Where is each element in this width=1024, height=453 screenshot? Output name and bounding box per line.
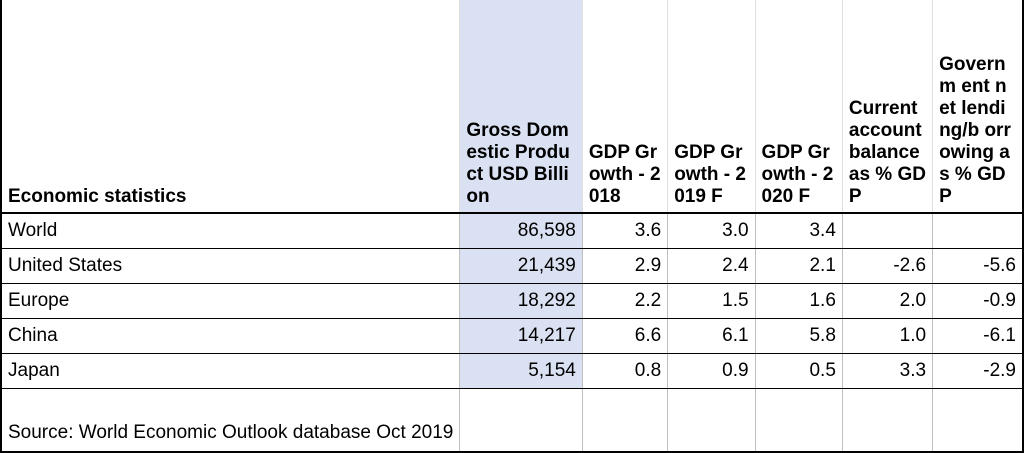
cell-growth-2018[interactable]: 0.8 [581, 353, 668, 389]
cell-country[interactable]: Japan [0, 353, 460, 389]
cell-gdp[interactable]: 18,292 [459, 283, 583, 319]
cell-gdp[interactable]: 14,217 [459, 318, 583, 354]
source-note[interactable]: Source: World Economic Outlook database … [0, 415, 460, 453]
cell-country[interactable]: China [0, 318, 460, 354]
header-gdp-growth-2018[interactable]: GDP Growth - 2018 [581, 0, 668, 214]
cell-growth-2019[interactable]: 6.1 [667, 318, 756, 354]
header-government-net-lending[interactable]: Governm ent net lending/b orrowing as % … [932, 0, 1024, 214]
cell-current-account[interactable]: 2.0 [841, 283, 933, 319]
table-row: Japan 5,154 0.8 0.9 0.5 3.3 -2.9 [0, 353, 1024, 389]
header-row: Economic statistics Gross Domestic Produ… [0, 0, 1024, 214]
cell-growth-2018[interactable]: 2.2 [581, 283, 668, 319]
cell-current-account[interactable] [841, 213, 933, 249]
cell-growth-2018[interactable]: 3.6 [581, 213, 668, 249]
cell-growth-2018[interactable]: 2.9 [581, 248, 668, 284]
cell-current-account[interactable]: 1.0 [841, 318, 933, 354]
empty-cell[interactable] [667, 388, 756, 415]
cell-growth-2020[interactable]: 5.8 [754, 318, 843, 354]
header-current-account-balance[interactable]: Current account balance as % GDP [841, 0, 933, 214]
empty-cell[interactable] [0, 388, 460, 415]
empty-cell[interactable] [459, 388, 583, 415]
cell-growth-2018[interactable]: 6.6 [581, 318, 668, 354]
cell-net-lending[interactable]: -6.1 [932, 318, 1024, 354]
header-economic-statistics[interactable]: Economic statistics [0, 0, 460, 214]
cell-gdp[interactable]: 5,154 [459, 353, 583, 389]
source-row: Source: World Economic Outlook database … [0, 415, 1024, 453]
cell-growth-2020[interactable]: 2.1 [754, 248, 843, 284]
empty-cell[interactable] [667, 415, 756, 453]
cell-net-lending[interactable]: -0.9 [932, 283, 1024, 319]
cell-country[interactable]: Europe [0, 283, 460, 319]
cell-growth-2020[interactable]: 0.5 [754, 353, 843, 389]
cell-gdp[interactable]: 21,439 [459, 248, 583, 284]
empty-cell[interactable] [459, 415, 583, 453]
cell-growth-2020[interactable]: 1.6 [754, 283, 843, 319]
empty-cell[interactable] [932, 415, 1024, 453]
cell-country[interactable]: World [0, 213, 460, 249]
cell-net-lending[interactable]: -5.6 [932, 248, 1024, 284]
cell-growth-2019[interactable]: 1.5 [667, 283, 756, 319]
cell-growth-2019[interactable]: 2.4 [667, 248, 756, 284]
empty-cell[interactable] [754, 415, 843, 453]
table-row: Europe 18,292 2.2 1.5 1.6 2.0 -0.9 [0, 283, 1024, 319]
empty-cell[interactable] [754, 388, 843, 415]
cell-gdp[interactable]: 86,598 [459, 213, 583, 249]
cell-current-account[interactable]: -2.6 [841, 248, 933, 284]
cell-growth-2020[interactable]: 3.4 [754, 213, 843, 249]
empty-cell[interactable] [581, 388, 668, 415]
header-gdp-growth-2019f[interactable]: GDP Growth - 2019 F [667, 0, 756, 214]
empty-cell[interactable] [841, 388, 933, 415]
empty-cell[interactable] [581, 415, 668, 453]
empty-cell[interactable] [841, 415, 933, 453]
cell-current-account[interactable]: 3.3 [841, 353, 933, 389]
cell-growth-2019[interactable]: 3.0 [667, 213, 756, 249]
empty-row [0, 388, 1024, 415]
header-gdp-usd-billion[interactable]: Gross Domestic Product USD Billion [459, 0, 583, 214]
header-gdp-growth-2020f[interactable]: GDP Growth - 2020 F [754, 0, 843, 214]
cell-net-lending[interactable] [932, 213, 1024, 249]
table-row: World 86,598 3.6 3.0 3.4 [0, 213, 1024, 249]
empty-cell[interactable] [932, 388, 1024, 415]
table-row: United States 21,439 2.9 2.4 2.1 -2.6 -5… [0, 248, 1024, 284]
cell-growth-2019[interactable]: 0.9 [667, 353, 756, 389]
cell-country[interactable]: United States [0, 248, 460, 284]
cell-net-lending[interactable]: -2.9 [932, 353, 1024, 389]
table-row: China 14,217 6.6 6.1 5.8 1.0 -6.1 [0, 318, 1024, 354]
